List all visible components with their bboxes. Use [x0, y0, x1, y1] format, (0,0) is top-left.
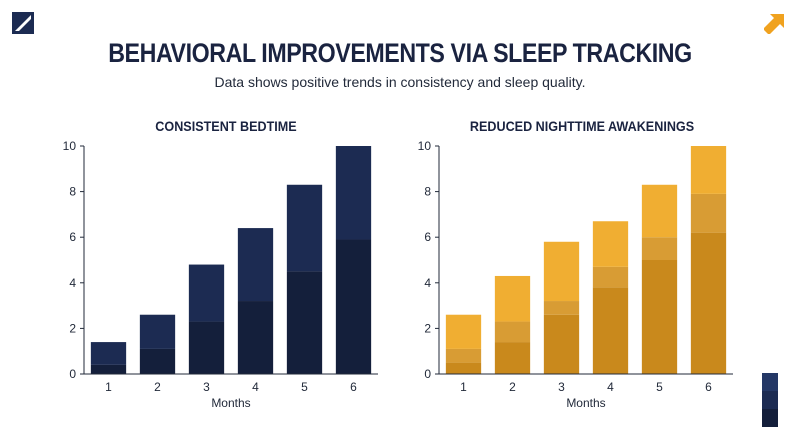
awakenings-y-tick-label: 8	[424, 185, 431, 199]
awakenings-bar-m4-s3	[592, 221, 629, 267]
arrow-up-right-icon	[764, 14, 784, 34]
awakenings-bar-m2-s3	[494, 275, 531, 322]
bedtime-bar-m1-s2	[90, 342, 127, 365]
bedtime-y-tick-label: 2	[69, 321, 76, 335]
awakenings-bar-m5-s1	[641, 260, 678, 374]
bedtime-y-tick-label: 8	[69, 185, 76, 199]
awakenings-x-tick-label: 4	[607, 380, 614, 394]
bedtime-y-tick-label: 4	[69, 276, 76, 290]
awakenings-y-tick-label: 4	[424, 276, 431, 290]
awakenings-bar-m4-s1	[592, 287, 629, 374]
bedtime-x-tick-label: 2	[154, 380, 161, 394]
bedtime-x-tick-label: 1	[105, 380, 112, 394]
bedtime-bar-m5-s2	[286, 184, 323, 272]
awakenings-x-tick-label: 5	[656, 380, 663, 394]
bedtime-x-tick-label: 6	[350, 380, 357, 394]
awakenings-bar-m3-s2	[543, 301, 580, 315]
awakenings-x-tick-label: 6	[705, 380, 712, 394]
awakenings-bar-m4-s2	[592, 266, 629, 288]
awakenings-y-tick-label: 6	[424, 230, 431, 244]
awakenings-bar-m6-s1	[690, 232, 727, 374]
awakenings-x-tick-label: 2	[509, 380, 516, 394]
awakenings-x-tick-label: 1	[460, 380, 467, 394]
page-subtitle: Data shows positive trends in consistenc…	[214, 74, 586, 90]
bedtime-bar-m4-s1	[237, 301, 274, 374]
awakenings-bar-m2-s1	[494, 342, 531, 374]
awakenings-bar-m3-s1	[543, 314, 580, 374]
bedtime-y-tick-label: 0	[69, 367, 76, 381]
bedtime-y-tick-label: 6	[69, 230, 76, 244]
awakenings-y-tick-label: 0	[424, 367, 431, 381]
decorative-stack-icon	[762, 373, 778, 427]
bedtime-bar-m4-s2	[237, 228, 274, 302]
awakenings-bar-m1-s1	[445, 362, 482, 374]
bedtime-x-axis-label: Months	[211, 396, 250, 410]
bedtime-bar-m5-s1	[286, 271, 323, 374]
awakenings-bar-m6-s2	[690, 193, 727, 233]
awakenings-x-tick-label: 3	[558, 380, 565, 394]
awakenings-x-axis-label: Months	[566, 396, 605, 410]
bedtime-bar-m6-s1	[335, 239, 372, 374]
awakenings-bar-m1-s3	[445, 314, 482, 349]
awakenings-bar-m5-s2	[641, 237, 678, 260]
bedtime-x-tick-label: 4	[252, 380, 259, 394]
bedtime-bar-m2-s2	[139, 314, 176, 349]
bedtime-y-tick-label: 10	[63, 139, 77, 153]
bedtime-x-tick-label: 5	[301, 380, 308, 394]
awakenings-bar-m6-s3	[690, 146, 727, 194]
awakenings-bar-m3-s3	[543, 241, 580, 302]
chart-title-awakenings: REDUCED NIGHTTIME AWAKENINGS	[469, 118, 695, 134]
bedtime-bar-m6-s2	[335, 146, 372, 240]
slash-logo-icon	[12, 12, 34, 34]
page-title: BEHAVIORAL IMPROVEMENTS VIA SLEEP TRACKI…	[108, 38, 692, 68]
bedtime-bar-m1-s1	[90, 364, 127, 374]
awakenings-bar-m2-s2	[494, 321, 531, 343]
bedtime-bar-m2-s1	[139, 348, 176, 374]
awakenings-bar-m1-s2	[445, 348, 482, 363]
awakenings-y-tick-label: 2	[424, 321, 431, 335]
bedtime-bar-m3-s1	[188, 321, 225, 374]
awakenings-bar-m5-s3	[641, 184, 678, 238]
bedtime-bar-m3-s2	[188, 264, 225, 322]
bedtime-x-tick-label: 3	[203, 380, 210, 394]
chart-title-bedtime: CONSISTENT BEDTIME	[155, 118, 297, 134]
awakenings-y-tick-label: 10	[418, 139, 432, 153]
